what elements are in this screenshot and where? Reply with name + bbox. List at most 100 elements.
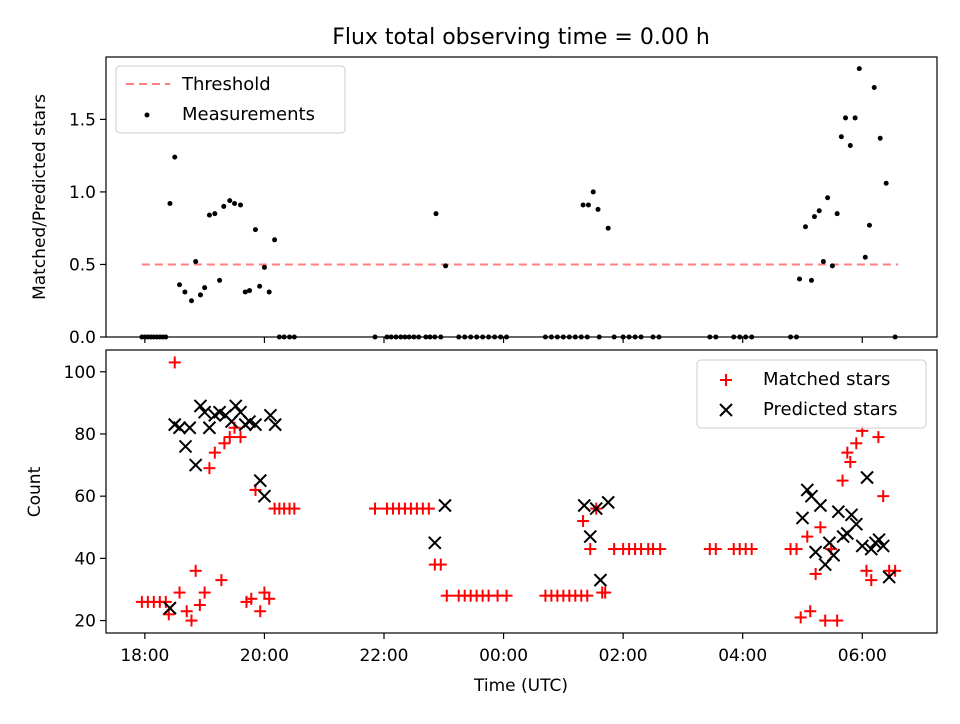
predicted-point [876, 539, 890, 553]
measurement-point [605, 225, 611, 231]
measurement-point [808, 277, 814, 283]
measurement-point [796, 276, 802, 282]
matched-point [860, 564, 873, 577]
matched-point [814, 521, 827, 534]
matched-point [850, 437, 863, 450]
matched-point [173, 586, 186, 599]
predicted-point [257, 489, 272, 503]
measurement-point [737, 334, 743, 340]
measurement-point [398, 334, 404, 340]
predicted-point-b [844, 508, 859, 522]
predicted-point [229, 399, 243, 413]
top-plot-area [139, 66, 899, 340]
measurement-point [590, 189, 596, 195]
measurement-point [242, 289, 248, 295]
matched-point [836, 474, 849, 487]
measurement-point [554, 334, 560, 340]
matched-point [215, 574, 228, 587]
measurement-point [443, 263, 449, 269]
matched-point [159, 595, 172, 608]
measurement-point [462, 334, 468, 340]
matched-point [841, 446, 854, 459]
measurement-point [650, 334, 656, 340]
predicted-point [813, 498, 828, 513]
matched-point [819, 614, 832, 627]
matched-point [584, 543, 597, 556]
predicted-point [577, 498, 591, 513]
measurement-point [402, 334, 408, 340]
predicted-point [248, 417, 263, 432]
predicted-point [163, 601, 177, 615]
measurement-point [384, 334, 390, 340]
matched-point [804, 605, 817, 618]
matched-point [809, 567, 822, 580]
predicted-point [864, 542, 878, 556]
predicted-point-b [268, 417, 282, 432]
predicted-point-b [212, 405, 227, 419]
measurement-point [188, 298, 194, 304]
measurement-point [548, 334, 554, 340]
measurement-point [596, 334, 602, 340]
measurement-point [411, 334, 417, 340]
matched-point [168, 356, 181, 369]
bottom-legend-box [696, 359, 927, 429]
matched-point [865, 574, 878, 587]
measurement-point [825, 195, 831, 201]
top-legend-box [115, 65, 346, 134]
measurement-point [626, 334, 632, 340]
measurement-point [743, 334, 749, 340]
matched-point [369, 502, 382, 515]
measurement-point [177, 282, 183, 288]
top-y-tick-label: 0.0 [69, 328, 96, 348]
measurement-point [212, 211, 218, 217]
predicted-point-b [583, 529, 597, 544]
measurement-point [433, 211, 439, 217]
predicted-point [826, 548, 841, 562]
measurement-point [281, 334, 287, 340]
predicted-point-b [860, 470, 874, 485]
predicted-point [589, 501, 603, 516]
measurement-point [572, 334, 578, 340]
matched-point [599, 586, 612, 599]
measurement-point [272, 237, 278, 243]
x-axis-label: Time (UTC) [473, 676, 568, 696]
predicted-point-b [831, 505, 846, 519]
predicted-point-b [253, 473, 267, 488]
measurement-point [474, 334, 480, 340]
predicted-point [583, 529, 597, 544]
measurement-point [238, 202, 244, 208]
x-tick-label: 18:00 [120, 646, 169, 666]
measurement-point [632, 334, 638, 340]
predicted-point [202, 421, 217, 435]
measurement-point [585, 202, 591, 208]
measurement-point [852, 115, 858, 121]
matched-point [288, 502, 301, 515]
predicted-point [800, 483, 814, 497]
predicted-point-b [233, 405, 248, 419]
measurement-point [432, 334, 438, 340]
predicted-point-b [822, 536, 837, 550]
bottom-y-tick-label: 100 [64, 363, 96, 383]
matched-point [185, 614, 198, 627]
predicted-point [253, 473, 267, 488]
predicted-point [438, 498, 452, 513]
predicted-point-b [872, 532, 886, 547]
predicted-point [795, 511, 810, 525]
predicted-point-b [849, 517, 863, 531]
predicted-point-b [882, 570, 896, 584]
bottom-y-axis-label: Count [25, 466, 45, 517]
matched-point [218, 437, 231, 450]
matched-point [234, 431, 247, 444]
matched-point [790, 543, 803, 556]
predicted-point-b [428, 536, 442, 550]
measurement-point [820, 259, 826, 265]
measurement-point [456, 334, 462, 340]
measurement-point [638, 334, 644, 340]
predicted-point-b [193, 399, 208, 413]
measurement-point [816, 208, 822, 214]
predicted-point [428, 536, 442, 550]
top-y-tick-label: 0.5 [69, 255, 96, 275]
predicted-point-b [601, 495, 615, 510]
measurement-point [291, 334, 297, 340]
